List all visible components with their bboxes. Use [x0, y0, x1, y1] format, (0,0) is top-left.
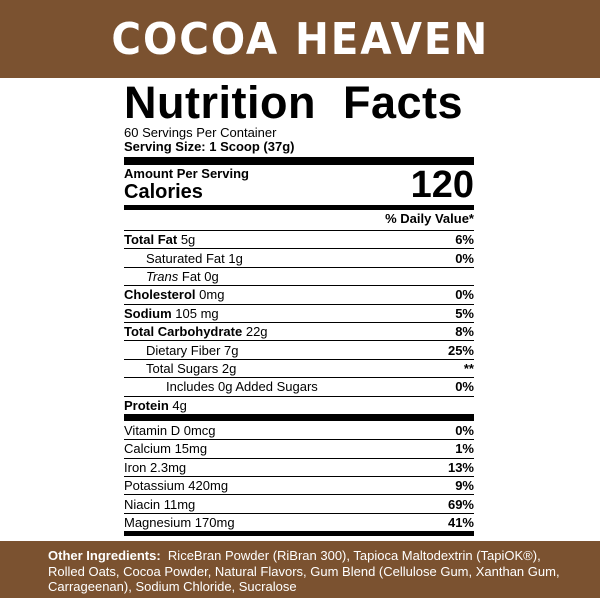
nutrient-name: Sodium [124, 305, 172, 321]
nutrient-row: Dietary Fiber 7g 25% [124, 340, 474, 358]
amount-per-serving: Amount Per Serving [124, 166, 249, 181]
vitamin-name: Potassium 420mg [124, 478, 229, 494]
nutrient-row: Protein 4g [124, 395, 474, 414]
nutrient-amount: 5g [180, 232, 196, 248]
vitamin-row: Iron 2.3mg 13% [124, 457, 474, 476]
nutrient-name: Total Carbohydrate [124, 324, 243, 340]
divider-thick [124, 157, 474, 165]
nutrient-dv: 8% [455, 324, 474, 340]
product-name: COCOA HEAVEN [111, 13, 489, 65]
nutrient-name: Dietary Fiber 7g [146, 342, 239, 358]
vitamin-dv: 13% [447, 459, 474, 475]
vitamin-row: Potassium 420mg 9% [124, 476, 474, 494]
vitamin-dv: 9% [455, 478, 474, 494]
nutrient-dv: 0% [455, 250, 474, 266]
vitamin-name: Iron 2.3mg [124, 459, 187, 475]
vitamin-dv: 1% [455, 441, 474, 457]
nutrient-name: Total Fat [124, 232, 178, 248]
nutrient-dv: 5% [455, 305, 474, 321]
vitamin-row: Calcium 15mg 1% [124, 439, 474, 457]
nutrient-dv: 6% [455, 232, 474, 248]
ingredients-text: RiceBran Powder (RiBran 300), Tapioca Ma… [48, 548, 560, 594]
vitamin-row: Magnesium 170mg 41% [124, 512, 474, 531]
vitamin-name: Magnesium 170mg [124, 515, 235, 531]
nutrient-amount: 105 mg [175, 305, 219, 321]
nutrient-row: Trans Fat 0g [124, 266, 474, 285]
daily-value-header: % Daily Value* [385, 211, 474, 226]
serving-size: Serving Size: 1 Scoop (37g) [124, 139, 295, 154]
vitamin-name: Niacin 11mg [124, 496, 196, 512]
nutrient-name: Saturated Fat 1g [146, 250, 243, 266]
nutrient-row: Total Fat 5g 6% [124, 230, 474, 248]
nutrient-row: Total Carbohydrate 22g 8% [124, 321, 474, 340]
servings-per-container: 60 Servings Per Container [124, 125, 277, 140]
nutrient-row: Saturated Fat 1g 0% [124, 248, 474, 266]
product-header: COCOA HEAVEN [0, 0, 600, 78]
nutrient-name: Trans [146, 268, 179, 284]
nutrient-amount: 22g [245, 324, 268, 340]
nutrient-amount: 0mg [199, 287, 225, 303]
nutrient-name: Total Sugars 2g [146, 360, 237, 376]
ingredients-label: Other Ingredients: [48, 548, 161, 563]
nutrient-name: Protein [124, 397, 169, 413]
nutrient-name: Includes 0g Added Sugars [166, 379, 318, 395]
calories-label: Calories [124, 181, 203, 203]
nutrient-row: Cholesterol 0mg 0% [124, 285, 474, 303]
nutrient-amount: 4g [172, 397, 187, 413]
nutrient-row: Total Sugars 2g ** [124, 358, 474, 377]
vitamin-row: Vitamin D 0mcg 0% [124, 421, 474, 439]
calories-value: 120 [410, 164, 474, 206]
vitamin-dv: 0% [455, 422, 474, 438]
vitamin-dv: 41% [447, 515, 474, 531]
ingredients-panel: Other Ingredients: RiceBran Powder (RiBr… [0, 541, 600, 598]
nutrient-dv: ** [463, 360, 474, 376]
vitamin-row: Niacin 11mg 69% [124, 494, 474, 512]
nutrient-row: Sodium 105 mg 5% [124, 303, 474, 322]
nutrient-dv: 0% [455, 287, 474, 303]
nutrient-name: Cholesterol [124, 287, 196, 303]
vitamin-dv: 69% [447, 496, 474, 512]
vitamin-name: Vitamin D 0mcg [124, 422, 216, 438]
nutrient-dv: 0% [455, 379, 474, 395]
nutrient-amount: Fat 0g [181, 268, 219, 284]
label-title: Nutrition Facts [124, 77, 464, 128]
nutrition-facts-label: Nutrition Facts 60 Servings Per Containe… [124, 80, 474, 560]
divider-thick [124, 413, 474, 421]
divider-medium [124, 531, 474, 537]
divider-medium [124, 205, 474, 210]
vitamin-name: Calcium 15mg [124, 441, 208, 457]
nutrient-dv: 25% [447, 342, 474, 358]
nutrient-row: Includes 0g Added Sugars 0% [124, 377, 474, 395]
